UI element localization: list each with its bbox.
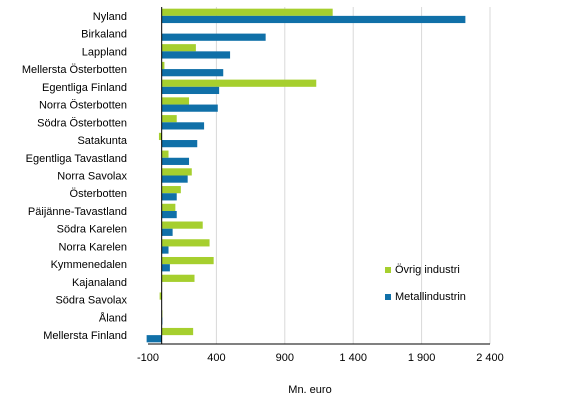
bar xyxy=(161,246,169,254)
category-label: Mellersta Österbotten xyxy=(22,64,127,76)
x-tick-labels: -100 400 900 1 400 1 900 2 400 xyxy=(137,352,504,364)
bar xyxy=(161,97,190,105)
bar xyxy=(161,79,317,87)
bar xyxy=(161,203,176,211)
x-tick-label: 1 400 xyxy=(339,352,367,364)
category-label: Nyland xyxy=(93,11,127,23)
category-label: Mellersta Finland xyxy=(43,330,127,342)
legend-label: Metallindustrin xyxy=(395,291,466,303)
x-tick-label: 1 900 xyxy=(408,352,436,364)
bar xyxy=(161,274,195,282)
category-label: Lappland xyxy=(82,46,127,58)
category-label: Södra Karelen xyxy=(57,224,127,236)
legend-swatch xyxy=(385,294,391,300)
gridlines xyxy=(215,7,491,344)
bar xyxy=(161,44,196,52)
category-label: Päijänne-Tavastland xyxy=(28,206,127,218)
category-label: Kymmenedalen xyxy=(51,259,127,271)
x-tick-label: 400 xyxy=(207,352,225,364)
x-axis-title: Mn. euro xyxy=(288,384,331,396)
bar xyxy=(161,8,333,16)
bar xyxy=(161,33,266,41)
category-label: Egentliga Tavastland xyxy=(26,153,127,165)
category-labels: Nyland Birkaland Lappland Mellersta Österbo… xyxy=(22,11,128,342)
category-label: Satakunta xyxy=(77,135,127,147)
bar xyxy=(161,256,214,265)
bar xyxy=(161,86,220,95)
bar xyxy=(161,239,210,247)
bar xyxy=(161,104,218,112)
x-tick-label: -100 xyxy=(137,352,159,364)
bar xyxy=(161,157,190,165)
bars xyxy=(146,8,466,343)
bar xyxy=(161,115,177,123)
category-label: Egentliga Finland xyxy=(42,82,127,94)
category-label: Norra Savolax xyxy=(57,171,127,183)
bar xyxy=(161,140,198,148)
legend-swatch xyxy=(385,267,391,273)
bar xyxy=(161,193,177,201)
category-label: Södra Österbotten xyxy=(37,117,127,129)
category-label: Åland xyxy=(99,311,127,324)
bar xyxy=(161,122,205,130)
category-label: Norra Karelen xyxy=(59,241,127,253)
x-tick-label: 2 400 xyxy=(476,352,504,364)
category-label: Kajanaland xyxy=(72,277,127,289)
bar xyxy=(161,168,192,176)
bar xyxy=(161,228,173,236)
bar xyxy=(161,175,188,183)
bar xyxy=(161,150,169,158)
bar xyxy=(161,15,466,24)
x-tick-label: 900 xyxy=(276,352,294,364)
category-label: Norra Österbotten xyxy=(39,100,127,112)
legend: Övrig industri Metallindustrin xyxy=(385,264,466,303)
bar xyxy=(158,132,162,141)
category-label: Österbotten xyxy=(70,188,127,200)
bar xyxy=(159,292,162,300)
category-label: Södra Savolax xyxy=(55,295,127,307)
axes xyxy=(148,7,490,345)
bar xyxy=(161,264,170,272)
category-label: Birkaland xyxy=(81,29,127,41)
bar xyxy=(161,51,231,59)
bar xyxy=(161,61,165,70)
bar xyxy=(161,186,181,194)
legend-label: Övrig industri xyxy=(395,264,460,276)
bar xyxy=(161,210,177,219)
bar xyxy=(161,221,203,229)
bar xyxy=(161,327,194,336)
bar xyxy=(146,335,162,343)
bar xyxy=(161,69,224,77)
